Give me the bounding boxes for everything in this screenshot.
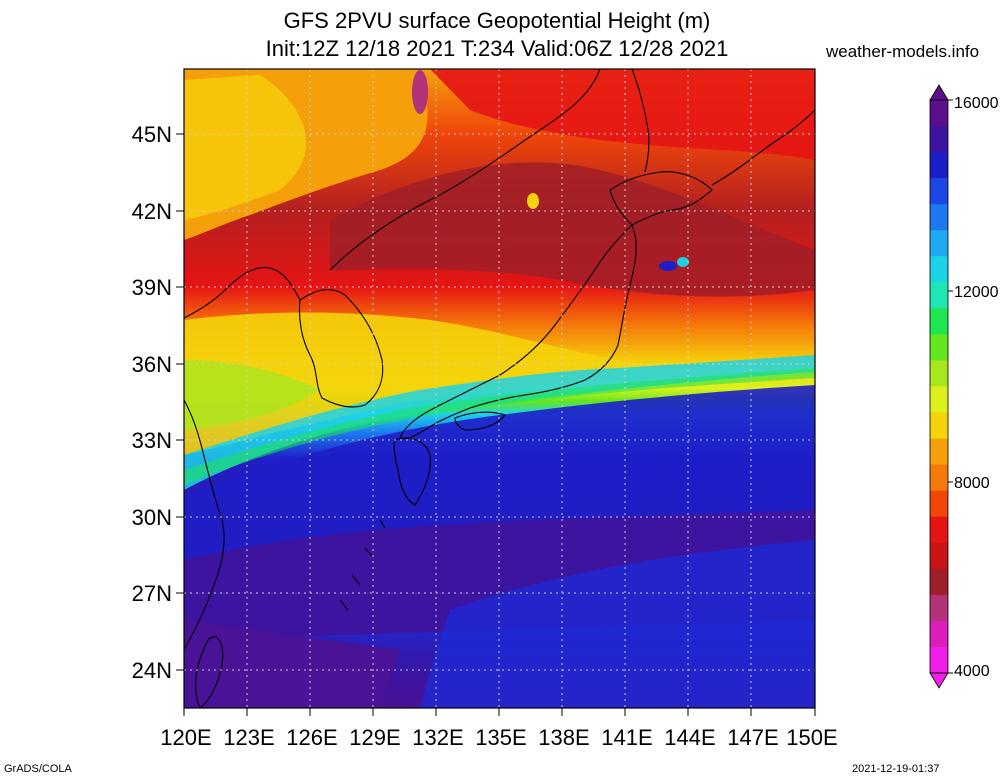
- lat-tick-label: 30N: [132, 505, 172, 530]
- lon-tick-label: 126E: [286, 725, 337, 750]
- chart-subtitle: Init:12Z 12/18 2021 T:234 Valid:06Z 12/2…: [265, 36, 729, 61]
- site-credit: weather-models.info: [826, 42, 980, 61]
- colorbar-segment: [930, 412, 948, 440]
- colorbar-segment: [930, 464, 948, 492]
- colorbar-segment: [930, 334, 948, 361]
- lat-tick-label: 27N: [132, 581, 172, 606]
- lon-tick-label: 138E: [538, 725, 589, 750]
- colorbar-segment: [930, 230, 948, 257]
- lon-tick-label: 123E: [223, 725, 274, 750]
- colorbar-segment: [930, 256, 948, 283]
- colorbar-segment: [930, 204, 948, 231]
- colorbar-segment: [930, 646, 948, 674]
- tick-marks: [176, 133, 816, 716]
- colorbar-bottom-arrow: [929, 672, 949, 689]
- colorbar-segment: [930, 490, 948, 518]
- colorbar-segment: [930, 594, 948, 622]
- colorbar-segment: [930, 620, 948, 648]
- colorbar-segment: [930, 516, 948, 544]
- colorbar-segment: [930, 542, 948, 570]
- lat-tick-label: 39N: [132, 275, 172, 300]
- lat-tick-label: 33N: [132, 428, 172, 453]
- lon-tick-label: 147E: [727, 725, 778, 750]
- colorbar: 16000 12000 8000 4000: [929, 84, 999, 689]
- lon-tick-label: 144E: [664, 725, 715, 750]
- colorbar-segment: [930, 568, 948, 596]
- lon-tick-label: 132E: [412, 725, 463, 750]
- colorbar-segment: [930, 282, 948, 309]
- lat-tick-label: 42N: [132, 199, 172, 224]
- lon-tick-label: 120E: [160, 725, 211, 750]
- lon-tick-label: 135E: [475, 725, 526, 750]
- lon-tick-label: 150E: [786, 725, 837, 750]
- colorbar-segment: [930, 126, 948, 153]
- colorbar-label: 16000: [954, 95, 999, 112]
- lon-tick-label: 129E: [349, 725, 400, 750]
- lat-tick-label: 24N: [132, 658, 172, 683]
- colorbar-top-arrow: [929, 84, 949, 101]
- gridlines: [184, 69, 815, 708]
- colorbar-label: 12000: [954, 284, 999, 301]
- colorbar-segment: [930, 100, 948, 127]
- colorbar-segment: [930, 308, 948, 335]
- colorbar-label: 4000: [954, 663, 990, 680]
- colorbar-frame: [929, 99, 949, 674]
- colorbar-segment: [930, 360, 948, 387]
- lat-tick-label: 36N: [132, 352, 172, 377]
- software-credit: GrADS/COLA: [4, 763, 72, 775]
- coastlines: [184, 69, 815, 708]
- height-field: [184, 69, 815, 708]
- colorbar-segment: [930, 178, 948, 205]
- colorbar-segment: [930, 152, 948, 179]
- colorbar-segment: [930, 438, 948, 466]
- lat-labels: 45N 42N 39N 36N 33N 30N 27N 24N: [132, 122, 172, 683]
- lon-tick-label: 141E: [601, 725, 652, 750]
- colorbar-label: 8000: [954, 475, 990, 492]
- lat-tick-label: 45N: [132, 122, 172, 147]
- timestamp: 2021-12-19-01:37: [852, 763, 940, 775]
- colorbar-segment: [930, 386, 948, 414]
- lon-labels: 120E 123E 126E 129E 132E 135E 138E 141E …: [160, 725, 837, 750]
- chart-title: GFS 2PVU surface Geopotential Height (m): [283, 8, 711, 33]
